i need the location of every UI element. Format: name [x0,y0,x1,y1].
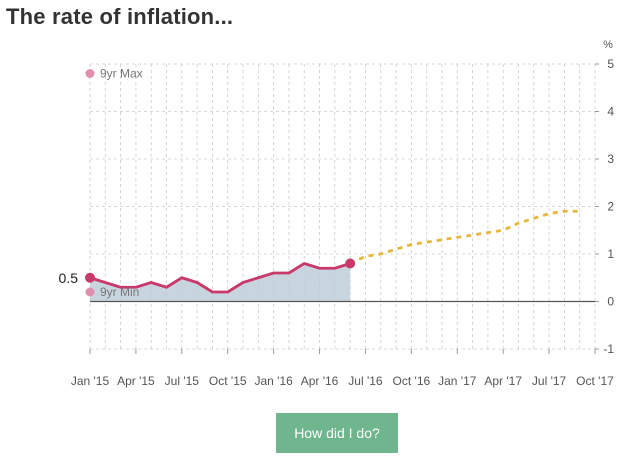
x-tick-label: Jan '17 [438,374,477,388]
y-tick-label: 3 [607,152,614,166]
y-unit-label: % [603,39,613,51]
x-tick-label: Oct '17 [576,374,614,388]
9yr-max-marker [85,69,95,78]
x-tick-label: Oct '15 [209,374,247,388]
9yr-min-label: 9yr Min [100,285,139,299]
axis-labels: 9yr Max 9yr Min 0.5 -1 0 1 2 3 4 5% Jan '15 Apr '15… [59,39,615,388]
y-tick-label: 1 [607,247,614,261]
x-tick-label: Apr '17 [484,374,522,388]
x-tick-label: Jan '15 [71,374,110,388]
series-lines [89,209,580,294]
y-tick-label: 4 [607,105,614,119]
start-value-label: 0.5 [59,270,79,286]
x-tick-label: Jul '16 [348,374,383,388]
x-tick-label: Jan '16 [254,374,293,388]
9yr-min-marker [85,287,95,297]
how-did-i-do-button[interactable]: How did I do? [276,413,398,453]
9yr-max-label: 9yr Max [100,67,143,81]
y-tick-label: 5 [607,57,614,71]
y-tick-label: 0 [607,295,614,309]
x-tick-label: Oct '16 [393,374,431,388]
x-tick-label: Apr '16 [301,374,339,388]
series-marks [85,69,356,297]
x-tick-label: Apr '15 [117,374,155,388]
y-tick-label: 2 [607,200,614,214]
end-point [345,258,356,269]
forecast-line [349,209,580,265]
x-tick-label: Jul '15 [165,374,200,388]
grid-lines [89,63,596,350]
actual-line [89,262,351,294]
y-tick-label: -1 [603,342,614,356]
start-point [85,272,95,283]
x-tick-label: Jul '17 [532,374,567,388]
chart-title: The rate of inflation... [6,4,234,29]
inflation-chart: 9yr Max 9yr Min 0.5 -1 0 1 2 3 4 5% Jan '15 Apr '15… [59,39,615,388]
